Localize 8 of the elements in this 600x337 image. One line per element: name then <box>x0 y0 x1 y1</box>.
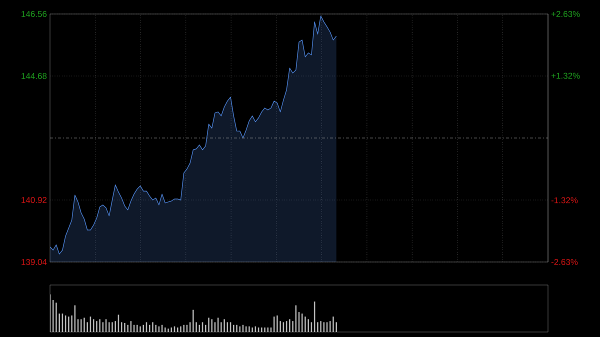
y2-tick-label: -1.32% <box>551 197 578 204</box>
y-tick-label: 146.56 <box>22 10 47 17</box>
y2-tick-label: -2.63% <box>551 258 578 266</box>
y-tick-label: 144.68 <box>22 72 47 79</box>
y2-tick-label: +2.63% <box>551 10 580 17</box>
y-tick-label: 140.92 <box>22 196 47 203</box>
y2-tick-label: +1.32% <box>551 72 580 79</box>
y-tick-label: 139.04 <box>22 258 47 266</box>
